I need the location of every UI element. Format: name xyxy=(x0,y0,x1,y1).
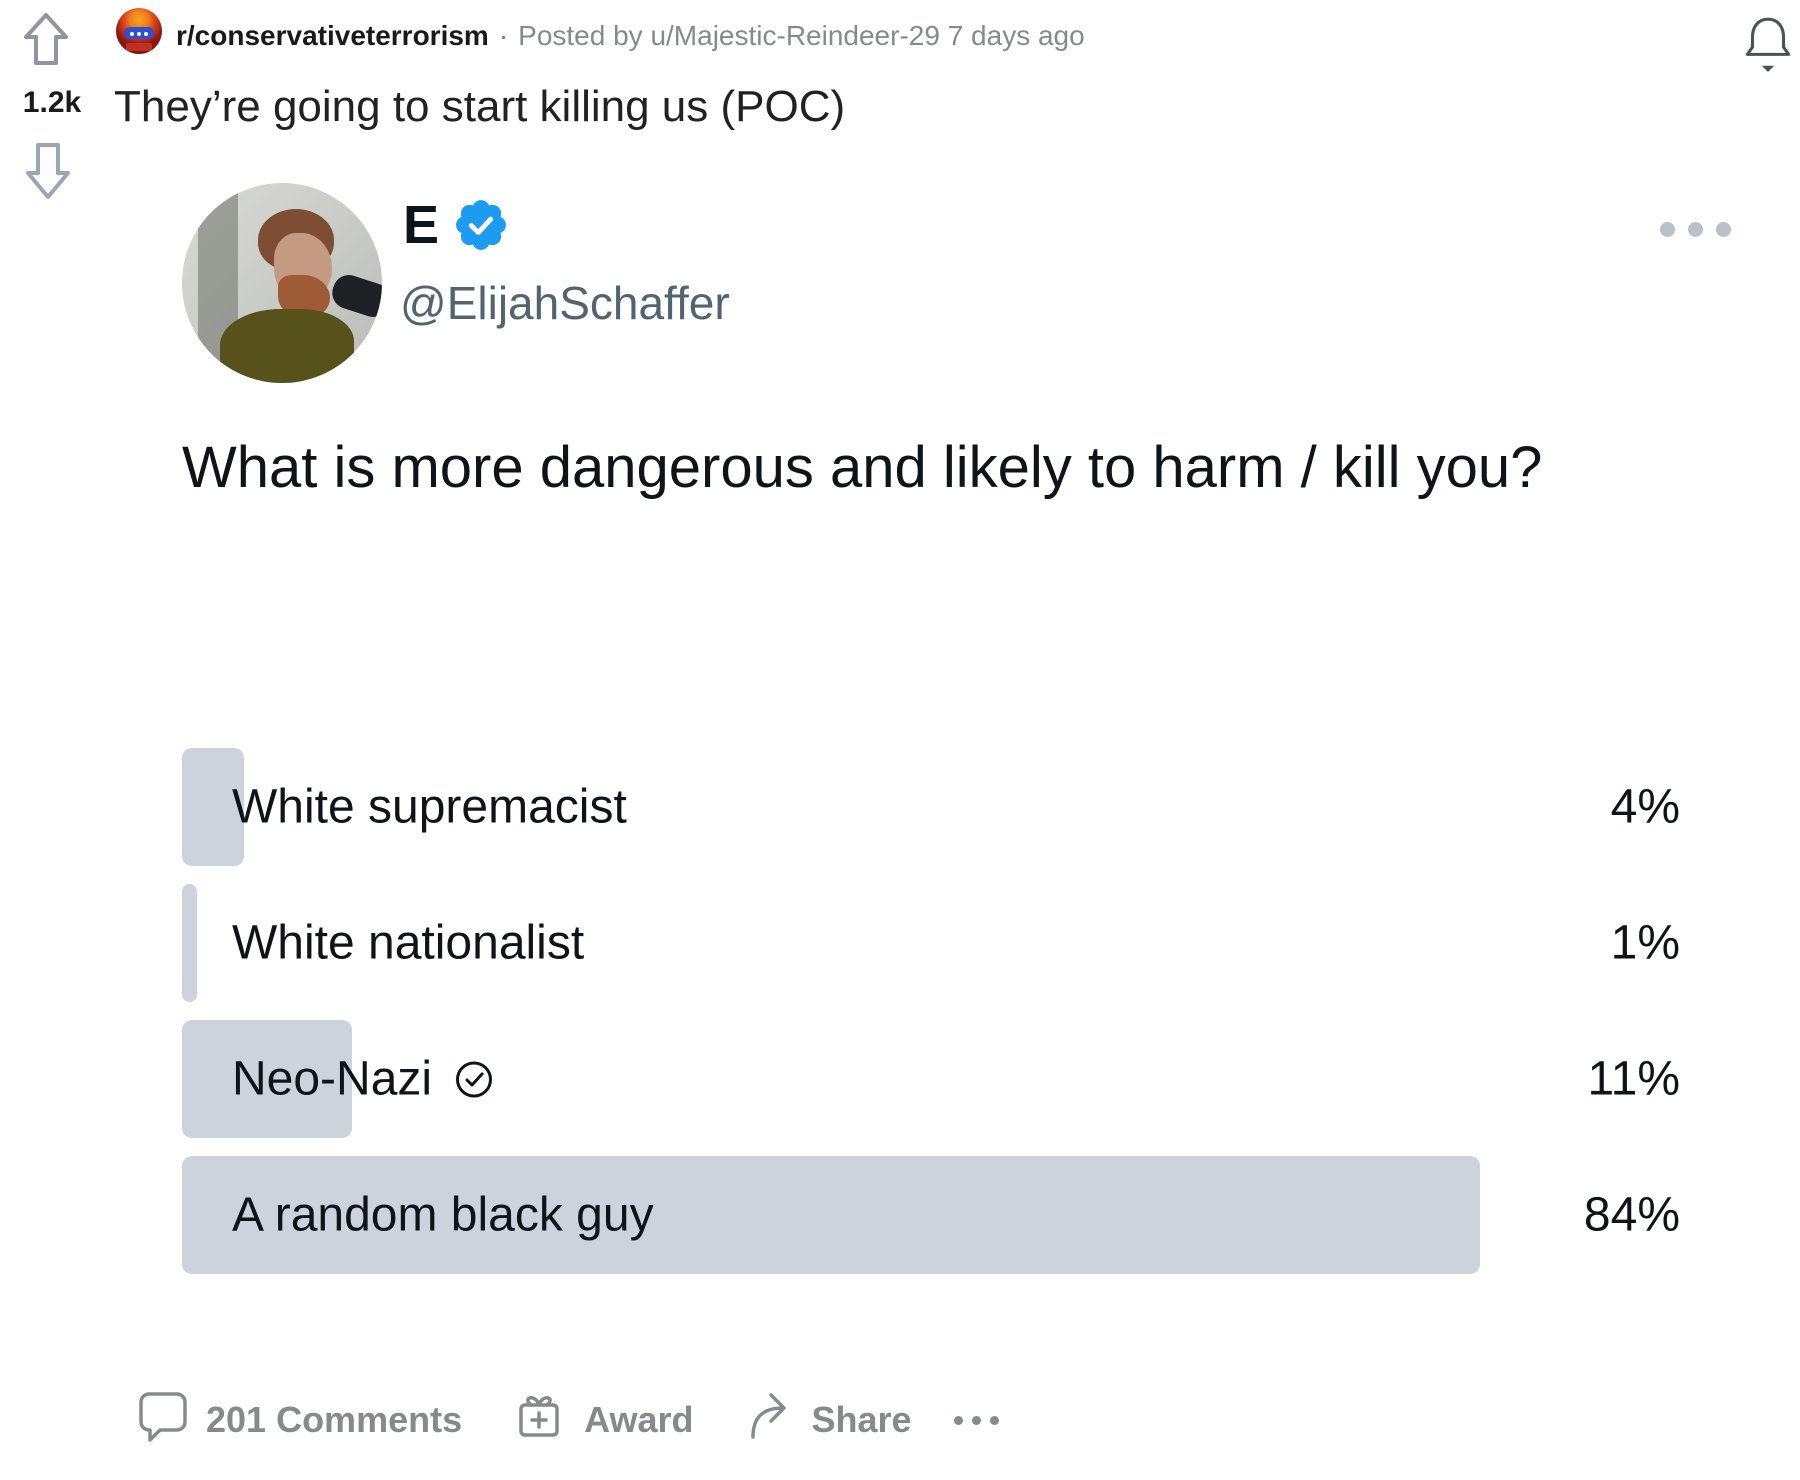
meta-separator: · xyxy=(498,20,509,51)
downvote-arrow-icon xyxy=(26,143,70,199)
share-arrow-icon xyxy=(751,1392,787,1439)
poll-bar xyxy=(182,884,198,1002)
avatar-microphone-art xyxy=(328,270,382,322)
notification-bell-button[interactable] xyxy=(1740,12,1796,79)
share-label[interactable]: Share xyxy=(811,1399,912,1440)
poll-option-label: White supremacist xyxy=(232,780,627,835)
tweet-avatar xyxy=(182,183,382,383)
upvote-button[interactable] xyxy=(20,10,72,77)
poll-option-text: White nationalist xyxy=(232,916,585,970)
poll-option-label: Neo-Nazi xyxy=(232,1052,494,1107)
vote-score: 1.2k xyxy=(22,86,82,119)
tweet-screenshot[interactable]: E @ElijahSchaffer What is more dangerous… xyxy=(100,150,1760,1330)
subreddit-icon-base xyxy=(126,43,152,51)
post-action-bar: 201 Comments Award Share xyxy=(136,1390,999,1450)
poll-option-row: White supremacist 4% xyxy=(182,748,1680,866)
poll: White supremacist 4% White nationalist xyxy=(182,748,1680,1292)
upvote-arrow-icon xyxy=(24,13,68,65)
poll-percentage: 84% xyxy=(1583,1188,1680,1242)
poll-option-text: A random black guy xyxy=(232,1188,654,1242)
poll-percentage: 11% xyxy=(1587,1052,1680,1106)
poll-bar xyxy=(182,748,244,866)
tweet-handle: @ElijahSchaffer xyxy=(400,277,730,329)
comments-button[interactable] xyxy=(136,1387,190,1454)
subreddit-link[interactable]: r/conservativeterrorism xyxy=(176,20,489,51)
post-title: They’re going to start killing us (POC) xyxy=(114,82,846,131)
poll-option-label: White nationalist xyxy=(232,916,584,971)
voted-check-icon xyxy=(454,1059,494,1099)
avatar-shirt-art xyxy=(220,309,354,383)
poll-option-row: White nationalist 1% xyxy=(182,884,1680,1002)
share-button[interactable] xyxy=(745,1389,797,1452)
posted-by-link[interactable]: Posted by u/Majestic-Reindeer-29 7 days … xyxy=(518,20,1085,51)
poll-option-text: Neo-Nazi xyxy=(232,1052,433,1106)
poll-option-row: Neo-Nazi 11% xyxy=(182,1020,1680,1138)
verified-badge-icon xyxy=(456,200,506,250)
subreddit-icon-star xyxy=(137,32,141,36)
poll-bar xyxy=(182,1020,352,1138)
subreddit-icon[interactable] xyxy=(116,8,162,54)
award-gift-icon xyxy=(519,1395,559,1437)
bell-icon xyxy=(1745,17,1791,72)
comment-bubble-icon xyxy=(139,1391,187,1442)
poll-option-row: A random black guy 84% xyxy=(182,1156,1680,1274)
poll-option-label: A random black guy xyxy=(232,1188,654,1243)
poll-bar xyxy=(182,1156,1480,1274)
tweet-author-row: E xyxy=(403,194,507,256)
poll-percentage: 1% xyxy=(1610,916,1680,970)
subreddit-icon-star xyxy=(130,32,134,36)
poll-question: What is more dangerous and likely to har… xyxy=(182,435,1543,500)
post-meta-row: r/conservativeterrorism · Posted by u/Ma… xyxy=(176,20,1085,52)
comments-count-label[interactable]: 201 Comments xyxy=(206,1399,463,1440)
tweet-more-icon xyxy=(1660,222,1731,237)
award-button[interactable] xyxy=(512,1387,566,1454)
downvote-button[interactable] xyxy=(22,136,74,209)
poll-percentage: 4% xyxy=(1610,780,1680,834)
more-options-button[interactable] xyxy=(953,1415,999,1425)
award-label[interactable]: Award xyxy=(584,1399,694,1440)
tweet-display-name: E xyxy=(403,195,440,255)
poll-option-text: White supremacist xyxy=(232,780,627,834)
subreddit-icon-star xyxy=(144,32,148,36)
